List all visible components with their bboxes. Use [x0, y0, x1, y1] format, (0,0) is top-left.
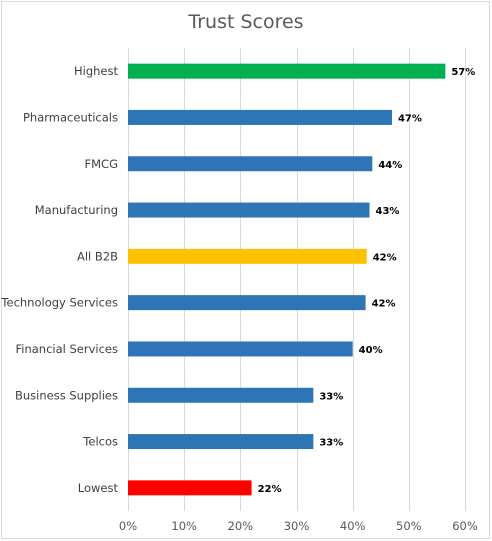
data-label: 33%: [319, 391, 343, 402]
bar: [128, 63, 446, 79]
category-label: Pharmaceuticals: [23, 110, 118, 124]
data-label: 42%: [373, 252, 397, 263]
bar: [128, 341, 353, 357]
x-tick-label: 10%: [171, 519, 197, 533]
bar: [128, 480, 252, 496]
x-axis-ticks: 0% 10% 20% 30% 40% 50% 60%: [119, 519, 478, 533]
gridlines: [128, 48, 466, 511]
bar: [128, 202, 370, 218]
x-tick-label: 60%: [452, 519, 478, 533]
category-label: Technology Services: [0, 296, 118, 310]
data-label: 43%: [376, 206, 400, 217]
data-label: 44%: [378, 160, 402, 171]
data-label: 47%: [398, 113, 422, 124]
data-label: 33%: [319, 438, 343, 449]
bar: [128, 434, 314, 450]
category-label: Financial Services: [15, 342, 118, 356]
category-label: Lowest: [78, 481, 119, 495]
x-tick-label: 0%: [119, 519, 137, 533]
data-label: 22%: [258, 484, 282, 495]
category-label: Telcos: [82, 435, 118, 449]
x-tick-label: 20%: [228, 519, 254, 533]
bar: [128, 295, 366, 311]
bar: [128, 248, 367, 264]
bar: [128, 156, 373, 172]
data-label: 40%: [359, 345, 383, 356]
category-labels: Highest Pharmaceuticals FMCG Manufacturing A…: [0, 64, 118, 495]
data-label: 57%: [451, 67, 475, 78]
chart-title: Trust Scores: [187, 11, 303, 33]
category-label: Business Supplies: [15, 388, 118, 402]
data-labels: 57% 47% 44% 43% 42% 42% 40% 33% 33% 22%: [258, 67, 476, 495]
category-label: Highest: [74, 64, 118, 78]
x-tick-label: 30%: [284, 519, 310, 533]
category-label: All B2B: [77, 249, 118, 263]
category-label: Manufacturing: [35, 203, 118, 217]
category-label: FMCG: [85, 157, 118, 171]
x-tick-label: 50%: [396, 519, 422, 533]
x-tick-label: 40%: [340, 519, 366, 533]
data-label: 42%: [372, 299, 396, 310]
bars: [128, 63, 446, 496]
bar: [128, 387, 314, 403]
bar: [128, 109, 392, 125]
